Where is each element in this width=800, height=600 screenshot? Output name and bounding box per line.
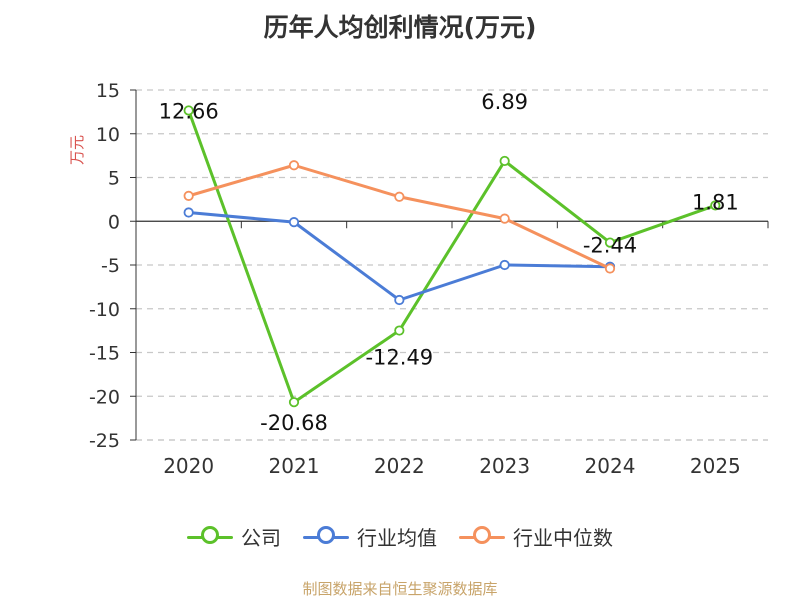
- series-point-1: [394, 294, 405, 306]
- x-tick-label: 2022: [374, 454, 425, 478]
- source-note: 制图数据来自恒生聚源数据库: [302, 580, 498, 598]
- series-point-2: [288, 160, 300, 171]
- y-tick-label: 10: [96, 124, 120, 146]
- y-tick-label: 15: [96, 80, 120, 102]
- series-point-1: [288, 217, 300, 228]
- series-point-1: [499, 259, 510, 271]
- chart-title: 历年人均创利情况(万元): [263, 13, 537, 42]
- data-label: 6.89: [481, 90, 528, 114]
- series-point-2: [604, 263, 616, 274]
- series-point-0: [710, 200, 721, 211]
- legend-swatch: [459, 525, 505, 549]
- x-tick-label: 2023: [479, 454, 530, 478]
- gridlines: [136, 89, 768, 441]
- data-labels: 12.66 -20.68 -12.49 6.89 -2.44 1.81: [159, 90, 739, 435]
- data-label: -20.68: [260, 411, 328, 435]
- data-label: -2.44: [583, 234, 637, 258]
- data-label: -12.49: [365, 346, 433, 370]
- series-point-2: [394, 191, 405, 202]
- legend-item-0[interactable]: 公司: [187, 522, 281, 551]
- y-tick-label: -25: [89, 430, 120, 452]
- series-point-2: [183, 190, 194, 201]
- legend-item-1[interactable]: 行业均值: [303, 522, 437, 551]
- series-point-0: [183, 105, 194, 116]
- series-line-0: [187, 109, 716, 404]
- y-tick-label: 0: [108, 211, 120, 233]
- series-point-0: [394, 325, 405, 336]
- data-label: 12.66: [159, 99, 219, 123]
- legend-swatch: [303, 525, 349, 549]
- axes: 15 10 5 0 -5 -10 -15 -20 -25 2020 2021 2022 2023 2024…: [68, 80, 769, 478]
- series-point-0: [288, 397, 300, 408]
- legend-label: 公司: [241, 526, 281, 550]
- y-tick-label: 5: [108, 168, 120, 190]
- legend: 公司 行业均值 行业中位数: [0, 522, 800, 551]
- x-tick-label: 2024: [585, 454, 636, 478]
- series-point-0: [499, 155, 510, 167]
- series-point-1: [183, 207, 194, 218]
- legend-swatch: [187, 525, 233, 549]
- legend-label: 行业均值: [357, 526, 437, 550]
- legend-label: 行业中位数: [513, 526, 613, 550]
- y-axis-label: 万元: [68, 135, 86, 165]
- x-tick-label: 2020: [163, 454, 214, 478]
- x-tick-label: 2025: [690, 454, 741, 478]
- legend-item-2[interactable]: 行业中位数: [459, 522, 613, 551]
- series-group: [183, 105, 721, 408]
- data-label: 1.81: [692, 190, 739, 214]
- series-point-0: [604, 237, 616, 248]
- y-tick-label: -15: [89, 343, 120, 365]
- y-tick-label: -20: [89, 386, 120, 408]
- x-tick-label: 2021: [269, 454, 320, 478]
- y-tick-label: -5: [101, 255, 120, 277]
- y-tick-label: -10: [89, 299, 120, 321]
- series-point-2: [499, 213, 510, 224]
